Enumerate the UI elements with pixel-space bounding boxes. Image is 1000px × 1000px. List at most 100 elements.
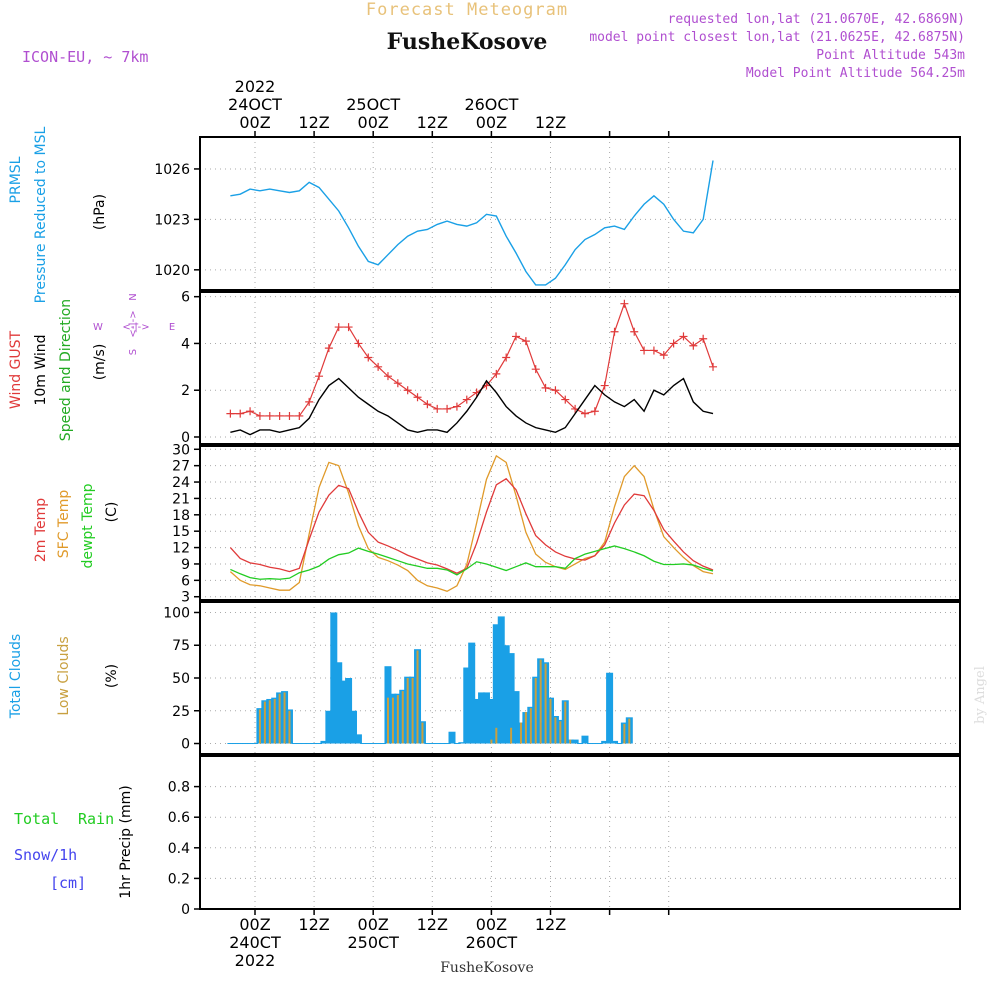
point-altitude: Point Altitude 543m xyxy=(816,48,965,63)
y-tick-label: 3 xyxy=(181,590,190,606)
wind-line xyxy=(230,377,714,436)
gust-point xyxy=(580,409,589,418)
gust-point xyxy=(551,386,560,395)
gust-point xyxy=(699,334,708,343)
low-cloud-bar xyxy=(411,678,414,744)
gust-point xyxy=(265,411,274,420)
low-cloud-bar xyxy=(258,709,261,744)
time-axis-label: 2022 xyxy=(235,77,276,96)
low-cloud-bar xyxy=(529,708,532,744)
gust-point xyxy=(315,372,324,381)
total-cloud-bar xyxy=(601,740,609,744)
gust-point xyxy=(521,337,530,346)
model-altitude: Model Point Altitude 564.25m xyxy=(746,66,965,81)
low-cloud-bar xyxy=(283,692,286,744)
gust-point xyxy=(649,346,658,355)
time-axis-label: 25OCT xyxy=(346,95,400,114)
low-cloud-bar xyxy=(510,727,513,744)
time-axis-label: 24OCT xyxy=(228,95,282,114)
data-marks xyxy=(226,160,718,745)
y-tick-label: 1020 xyxy=(154,263,190,279)
gust-point xyxy=(344,323,353,332)
total-cloud-bar xyxy=(581,735,589,744)
low-cloud-bar xyxy=(421,722,424,744)
total-cloud-bar xyxy=(502,645,510,744)
chart-title: Forecast Meteogram xyxy=(366,0,568,20)
time-axis-label: 12Z xyxy=(535,915,566,934)
low-cloud-bar xyxy=(416,650,419,744)
total-cloud-bar xyxy=(611,740,619,744)
y-tick-label: 21 xyxy=(172,491,190,507)
panel-frame xyxy=(199,291,961,445)
panel-frame xyxy=(199,136,961,291)
compass-north: N xyxy=(128,293,139,300)
total-cloud-bar xyxy=(468,642,476,744)
total-cloud-bar xyxy=(473,698,481,744)
gust-point xyxy=(295,411,304,420)
total-cloud-bar xyxy=(335,662,343,744)
gust-point xyxy=(659,351,668,360)
y-tick-label: 0 xyxy=(181,902,190,918)
low-cloud-bar xyxy=(564,701,567,744)
low-cloud-bar xyxy=(554,717,557,744)
y-tick-label: 25 xyxy=(172,704,190,720)
low-cloud-bar xyxy=(263,701,266,744)
y-tick-label: 30 xyxy=(172,442,190,458)
compass-south: S xyxy=(128,349,139,355)
wind-gust-label: Wind GUST xyxy=(8,330,24,409)
gust-point xyxy=(492,369,501,378)
time-axis-label: 2022 xyxy=(235,951,276,970)
temp-2m-label: 2m Temp xyxy=(33,498,49,562)
y-tick-label: 0 xyxy=(181,430,190,446)
sfc-temp-line xyxy=(229,454,714,592)
y-tick-label: 24 xyxy=(172,475,190,491)
pressure-label-1: PRMSL xyxy=(8,156,24,203)
gust-point xyxy=(364,353,373,362)
gust-point xyxy=(462,395,471,404)
gust-point xyxy=(452,402,461,411)
y-tick-label: 4 xyxy=(181,336,190,352)
low-cloud-bar xyxy=(401,691,404,744)
total-cloud-bar xyxy=(571,739,579,744)
station-name: FusheKosove xyxy=(387,29,548,55)
pressure-label-2: Pressure Reduced to MSL xyxy=(33,126,49,303)
total-cloud-bar xyxy=(458,742,466,744)
wind-unit: (m/s) xyxy=(92,344,108,381)
low-cloud-bar xyxy=(273,698,276,744)
precip-unit: 1hr Precip (mm) xyxy=(118,785,134,898)
total-cloud-bar xyxy=(482,692,490,744)
gust-point xyxy=(709,362,718,371)
compass-east: E xyxy=(169,322,175,333)
low-cloud-bar xyxy=(268,700,271,744)
time-axis-label: 00Z xyxy=(239,113,270,132)
requested-point: requested lon,lat (21.0670E, 42.6869N) xyxy=(668,12,965,27)
y-tick-label: 1026 xyxy=(154,162,190,178)
gust-point xyxy=(689,341,698,350)
y-tick-label: 0.2 xyxy=(168,871,190,887)
gust-point xyxy=(403,386,412,395)
time-axis-label: 00Z xyxy=(358,113,389,132)
temp-sfc-label: SFC Temp xyxy=(56,490,72,559)
gust-point xyxy=(620,299,629,308)
pressure-unit: (hPa) xyxy=(92,194,108,230)
total-cloud-bar xyxy=(340,680,348,744)
closest-point: model point closest lon,lat (21.0625E, 4… xyxy=(589,30,965,45)
y-tick-label: 75 xyxy=(172,638,190,654)
total-cloud-bar xyxy=(512,691,520,744)
y-tick-label: 50 xyxy=(172,671,190,687)
time-axis-label: 12Z xyxy=(535,113,566,132)
y-tick-label: 27 xyxy=(172,459,190,475)
low-cloud-bar xyxy=(278,693,281,744)
gust-point xyxy=(610,327,619,336)
gust-point xyxy=(630,327,639,336)
gust-point xyxy=(679,332,688,341)
pressure-line xyxy=(230,160,714,286)
total-cloud-bar xyxy=(350,710,357,744)
y-tick-label: 2 xyxy=(181,383,190,399)
panel-frame xyxy=(199,445,961,601)
compass-we-arrow: <-|-> xyxy=(122,322,149,333)
low-cloud-bar xyxy=(490,739,493,744)
gust-point xyxy=(275,411,284,420)
gust-point xyxy=(246,407,255,416)
